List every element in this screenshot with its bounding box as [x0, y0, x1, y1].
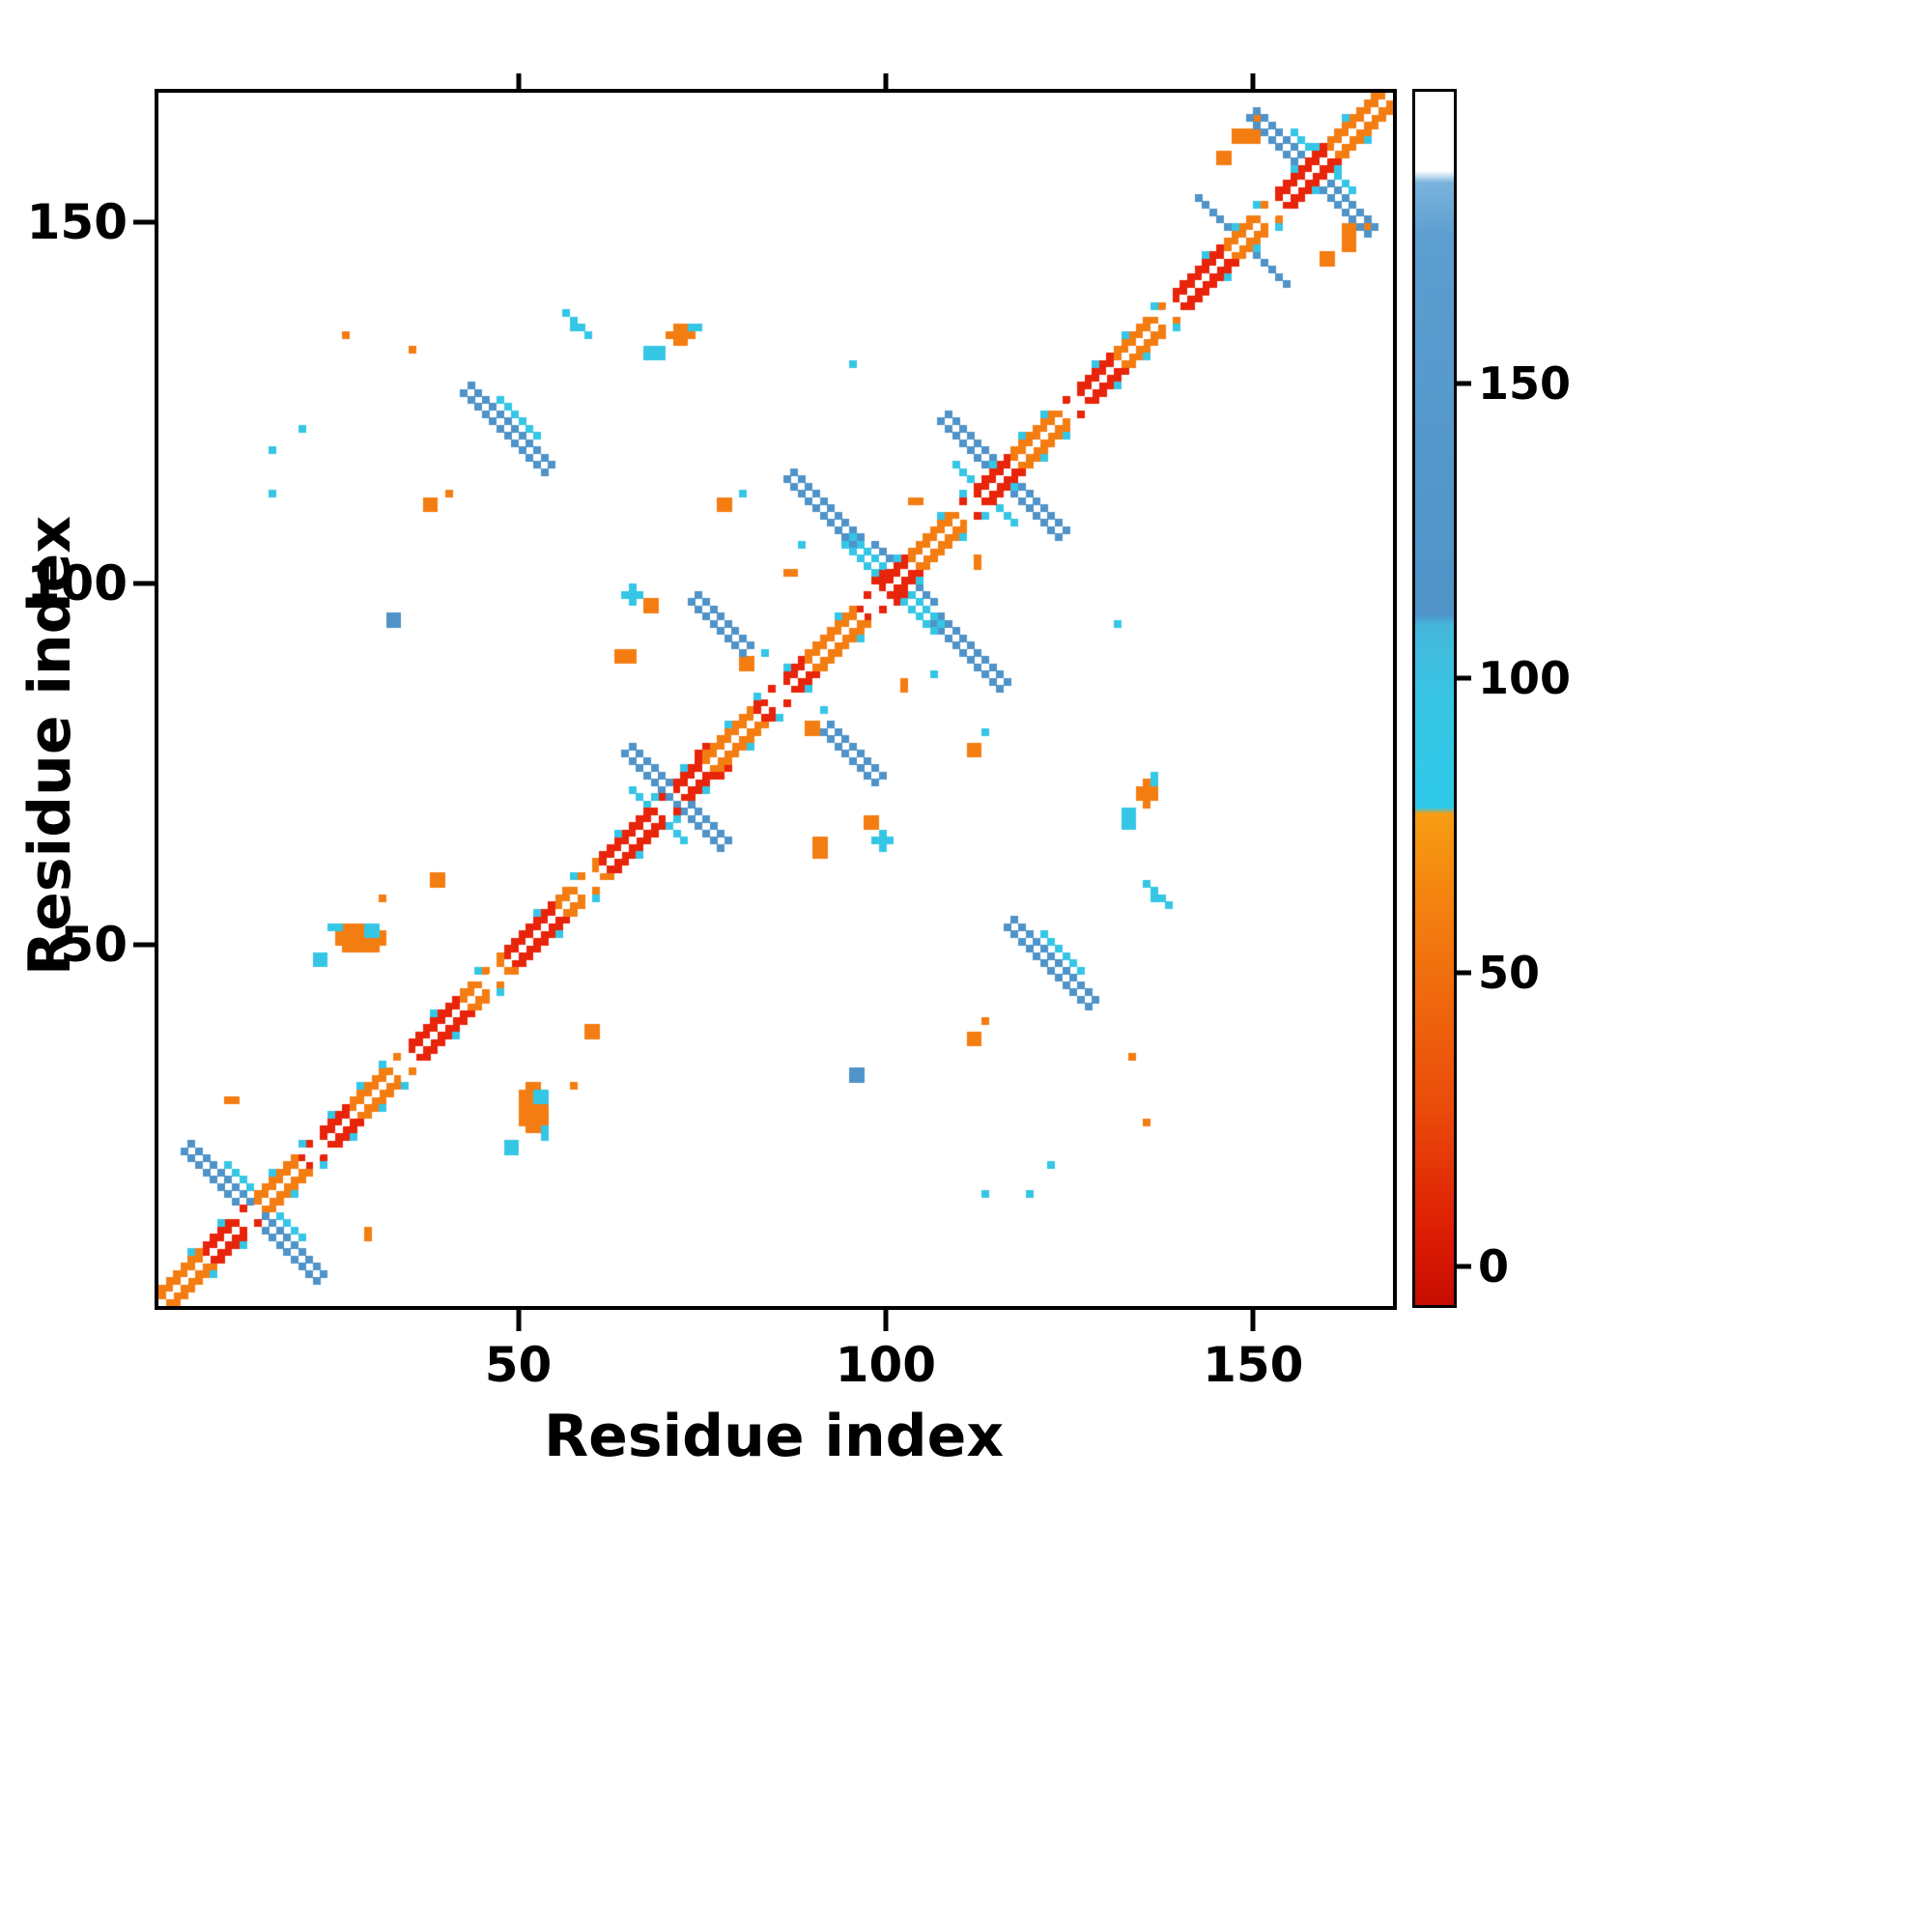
x-tick-mark: [883, 1310, 889, 1331]
colorbar-tick-label: 150: [1478, 356, 1572, 410]
plot-area: [155, 89, 1397, 1310]
colorbar-tick-mark: [1454, 381, 1471, 386]
x-axis-label: Residue index: [543, 1403, 1005, 1470]
x-tick-mark-top: [516, 73, 522, 89]
colorbar-tick-mark: [1454, 970, 1471, 976]
colorbar-tick-label: 50: [1478, 946, 1541, 999]
y-tick-label: 50: [60, 916, 128, 973]
heatmap-canvas: [158, 93, 1393, 1306]
y-tick-mark: [133, 581, 155, 586]
x-tick-label: 100: [835, 1337, 937, 1393]
y-tick-mark: [133, 219, 155, 225]
x-tick-mark-top: [1250, 73, 1256, 89]
y-tick-mark: [133, 942, 155, 948]
x-tick-mark-top: [883, 73, 889, 89]
y-tick-label: 150: [26, 194, 128, 251]
colorbar: [1412, 89, 1457, 1308]
x-tick-mark: [1250, 1310, 1256, 1331]
colorbar-tick-mark: [1454, 1264, 1471, 1269]
y-axis-label: Residue index: [16, 515, 84, 977]
colorbar-tick-label: 0: [1478, 1240, 1510, 1293]
x-tick-label: 150: [1203, 1337, 1304, 1393]
x-tick-label: 50: [484, 1337, 553, 1393]
colorbar-tick-label: 100: [1478, 651, 1572, 704]
colorbar-tick-mark: [1454, 675, 1471, 681]
x-tick-mark: [516, 1310, 522, 1331]
y-tick-label: 100: [26, 555, 128, 612]
